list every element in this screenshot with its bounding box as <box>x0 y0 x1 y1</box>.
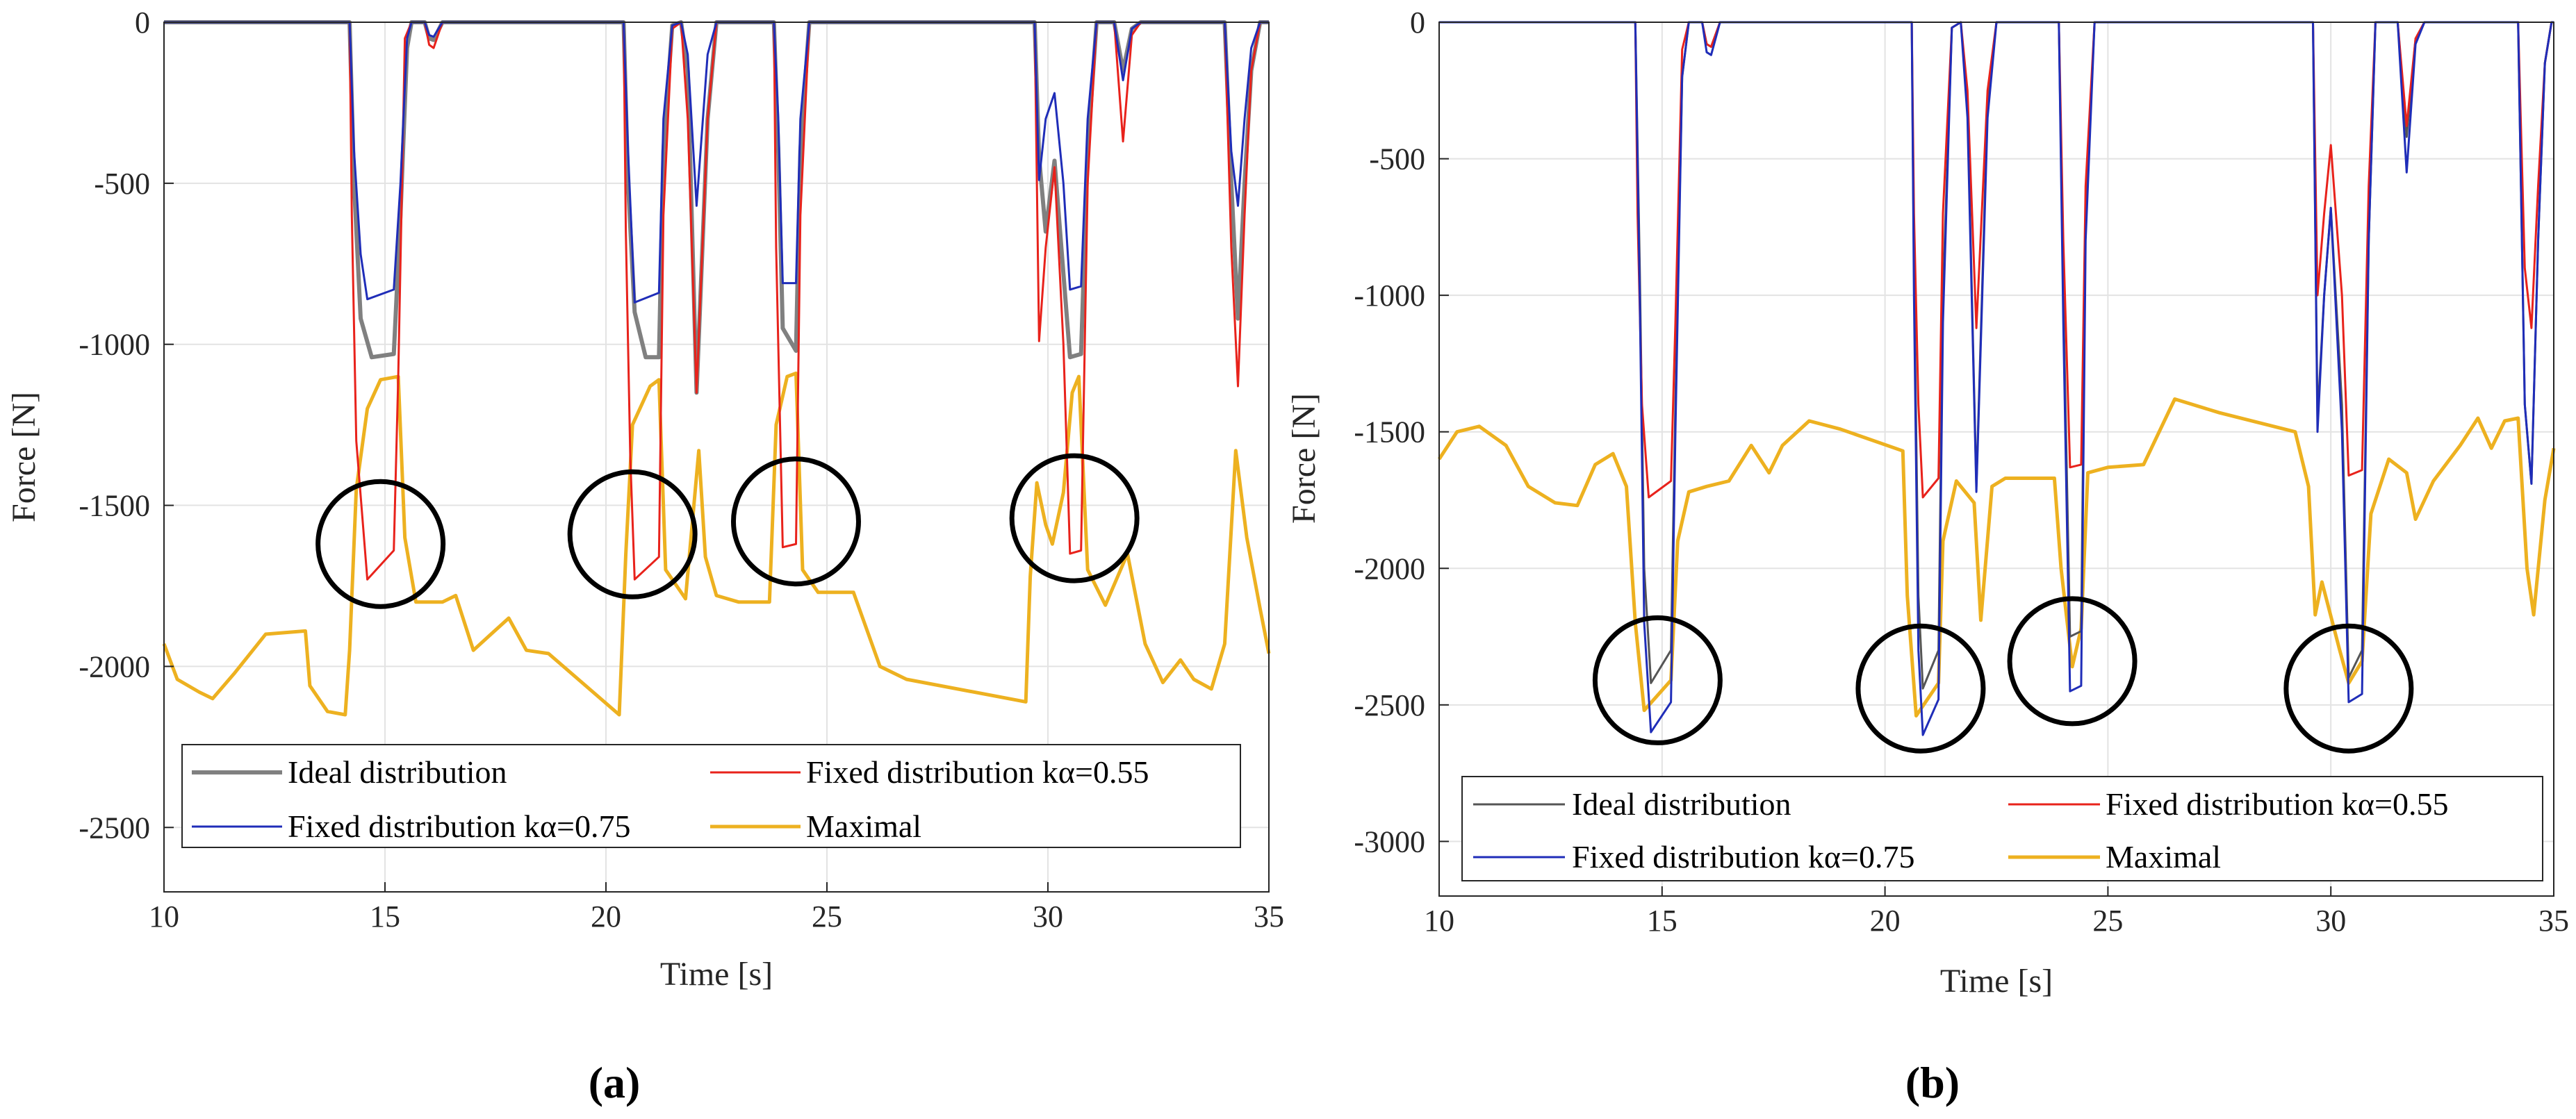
y-tick-label: -1500 <box>1354 415 1425 449</box>
legend-label-fixed-055: Fixed distribution kα=0.55 <box>806 754 1149 790</box>
panel-b: 10 15 20 25 30 35 0 -500 -1000 -1500 -2000 -2500 -30… <box>1286 6 2569 1107</box>
y-tick-label: -2000 <box>1354 552 1425 586</box>
highlight-circle <box>1592 615 1723 745</box>
series-line-maximal <box>1437 397 2556 718</box>
legend-label-fixed-075: Fixed distribution kα=0.75 <box>288 809 630 844</box>
x-tick-label: 10 <box>1424 904 1454 938</box>
legend-label-ideal-b: Ideal distribution <box>1572 786 1791 822</box>
panel-a: 10 15 20 25 30 35 0 -500 -1000 -1500 -2000 -2500 Id… <box>6 6 1284 1107</box>
y-tick-label: -1000 <box>1354 279 1425 313</box>
y-tick-label: 0 <box>135 6 150 40</box>
highlight-circle <box>2007 596 2138 727</box>
highlight-circle <box>1855 623 1986 754</box>
ticks-b: 10 15 20 25 30 35 0 -500 -1000 -1500 -2000 -2500 -30… <box>1354 6 2569 938</box>
y-axis-label-a: Force [N] <box>6 392 42 522</box>
y-tick-label: -2500 <box>1354 688 1425 722</box>
y-tick-label: -2500 <box>79 811 150 845</box>
x-tick-label: 15 <box>1647 904 1677 938</box>
axes-box-a <box>163 22 1270 893</box>
legend-label-maximal: Maximal <box>806 809 921 844</box>
x-tick-label: 15 <box>370 900 400 934</box>
panel-label-b: (b) <box>1905 1058 1960 1107</box>
x-axis-label-b: Time [s] <box>1940 963 2053 1000</box>
y-tick-label: -3000 <box>1354 824 1425 859</box>
y-tick-label: 0 <box>1410 6 1425 40</box>
highlight-circle <box>1009 453 1140 583</box>
highlight-circle <box>2283 623 2414 754</box>
legend-label-maximal-b: Maximal <box>2106 839 2221 875</box>
y-tick-label: -2000 <box>79 649 150 683</box>
y-tick-label: -1000 <box>79 328 150 362</box>
ticks-a: 10 15 20 25 30 35 0 -500 -1000 -1500 -2000 -2500 <box>79 6 1284 934</box>
x-tick-label: 10 <box>149 900 179 934</box>
y-tick-label: -500 <box>1369 142 1425 176</box>
highlight-circle <box>567 469 698 599</box>
legend-a: Ideal distribution Fixed distribution kα… <box>181 744 1241 848</box>
axes-box-b <box>1438 22 2554 897</box>
x-tick-label: 35 <box>2538 904 2569 938</box>
legend-label-fixed-055-b: Fixed distribution kα=0.55 <box>2106 786 2448 822</box>
panel-label-a: (a) <box>589 1058 641 1107</box>
x-tick-label: 25 <box>812 900 842 934</box>
x-axis-label-a: Time [s] <box>660 956 773 993</box>
x-tick-label: 20 <box>591 900 621 934</box>
x-tick-label: 25 <box>2092 904 2123 938</box>
highlight-circle <box>730 456 861 587</box>
legend-label-ideal: Ideal distribution <box>288 754 507 790</box>
y-tick-label: -500 <box>94 167 150 201</box>
y-tick-label: -1500 <box>79 489 150 523</box>
circles-b <box>1592 596 2414 754</box>
legend-b: Ideal distribution Fixed distribution kα… <box>1461 776 2543 881</box>
x-tick-label: 20 <box>1870 904 1901 938</box>
legend-label-fixed-075-b: Fixed distribution kα=0.75 <box>1572 839 1914 875</box>
y-axis-label-b: Force [N] <box>1286 393 1322 524</box>
series-line-maximal <box>162 371 1271 717</box>
legend-box-b <box>1461 776 2543 881</box>
x-tick-label: 30 <box>2315 904 2346 938</box>
x-tick-label: 30 <box>1033 900 1063 934</box>
circles-a <box>315 453 1140 609</box>
highlight-circle <box>315 479 446 609</box>
x-tick-label: 35 <box>1254 900 1284 934</box>
legend-box-a <box>181 744 1241 848</box>
